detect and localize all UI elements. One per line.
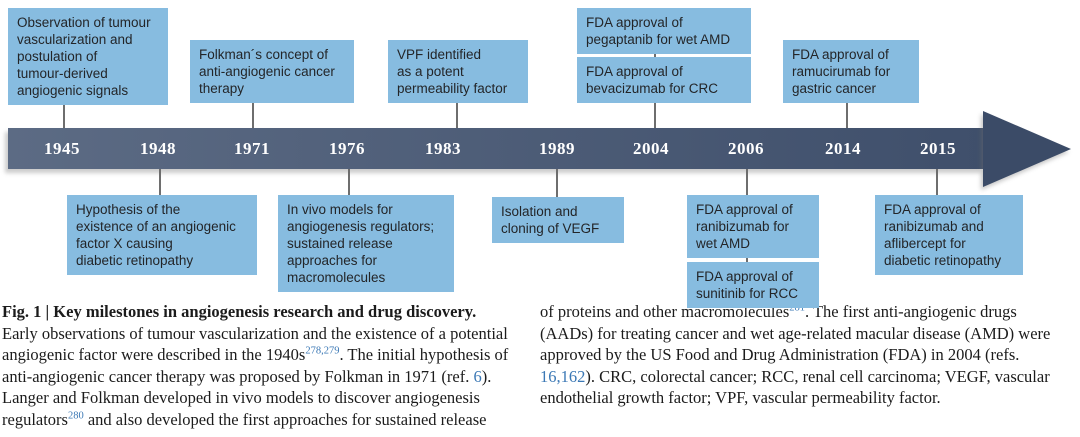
caption-text: . The first anti-angiogenic drugs (AADs)… xyxy=(540,302,1051,365)
year-label-2015: 2015 xyxy=(920,139,956,158)
event-box-1948: Hypothesis of the existence of an angiog… xyxy=(67,195,257,275)
connector-line-2004-mid xyxy=(654,48,656,60)
connector-line-1983 xyxy=(456,96,458,129)
connector-line-2014 xyxy=(846,96,848,129)
year-label-2006: 2006 xyxy=(728,139,764,158)
caption-text: . The initial hypothesis of anti-angioge… xyxy=(2,345,509,386)
reference-link[interactable]: 281 xyxy=(789,302,805,314)
caption-text: Early observations of tumour vasculariza… xyxy=(2,323,508,365)
year-label-1983: 1983 xyxy=(425,139,461,158)
event-box-2004-bevacizumab: FDA approval of bevacizumab for CRC xyxy=(577,57,751,103)
reference-link[interactable]: 16,162 xyxy=(540,366,586,386)
event-box-1989: Isolation and cloning of VEGF xyxy=(492,197,624,243)
year-label-1989: 1989 xyxy=(539,139,575,158)
connector-line-2015 xyxy=(936,168,938,200)
connector-line-2004 xyxy=(654,96,656,129)
reference-link[interactable]: 6 xyxy=(473,366,482,386)
event-box-1983: VPF identified as a potent permeability … xyxy=(388,40,528,103)
year-label-2004: 2004 xyxy=(633,139,669,158)
caption-text: and also developed the first approaches … xyxy=(83,409,487,429)
timeline-band xyxy=(8,128,984,169)
event-box-2004-pegaptanib: FDA approval of pegaptanib for wet AMD xyxy=(577,8,751,54)
caption-text: Fig. 1 | Key milestones in angiogenesis … xyxy=(2,302,477,321)
connector-line-1945 xyxy=(63,96,65,129)
event-box-2006-ranibizumab: FDA approval of ranibizumab for wet AMD xyxy=(687,195,819,258)
figure-caption-right-column: of proteins and other macromolecules281.… xyxy=(540,301,1074,409)
reference-link[interactable]: 280 xyxy=(67,410,84,422)
connector-line-1971 xyxy=(252,96,254,129)
event-box-2015: FDA approval of ranibizumab and afliberc… xyxy=(875,195,1023,275)
figure-caption-left-column: Fig. 1 | Key milestones in angiogenesis … xyxy=(2,301,516,431)
caption-text: ). CRC, colorectal cancer; RCC, renal ce… xyxy=(540,366,1050,408)
connector-line-1948 xyxy=(159,168,161,200)
event-box-2014: FDA approval of ramucirumab for gastric … xyxy=(783,40,919,103)
timeline-arrowhead-icon xyxy=(983,111,1071,187)
event-box-1976: In vivo models for angiogenesis regulato… xyxy=(278,195,454,292)
year-label-1948: 1948 xyxy=(140,139,176,158)
event-box-2006-sunitinib: FDA approval of sunitinib for RCC xyxy=(687,262,819,308)
year-label-2014: 2014 xyxy=(825,139,861,158)
event-box-1945: Observation of tumour vascularization an… xyxy=(8,8,168,105)
connector-line-1976 xyxy=(348,168,350,200)
reference-link[interactable]: 278,279 xyxy=(305,345,340,357)
caption-text: ). Langer and Folkman developed in vivo … xyxy=(2,366,492,429)
event-box-1971: Folkman´s concept of anti-angiogenic can… xyxy=(190,40,354,103)
connector-line-2006 xyxy=(746,168,748,200)
year-label-1976: 1976 xyxy=(329,139,365,158)
year-label-1971: 1971 xyxy=(234,139,270,158)
year-label-1945: 1945 xyxy=(44,139,80,158)
connector-line-1989 xyxy=(556,168,558,201)
